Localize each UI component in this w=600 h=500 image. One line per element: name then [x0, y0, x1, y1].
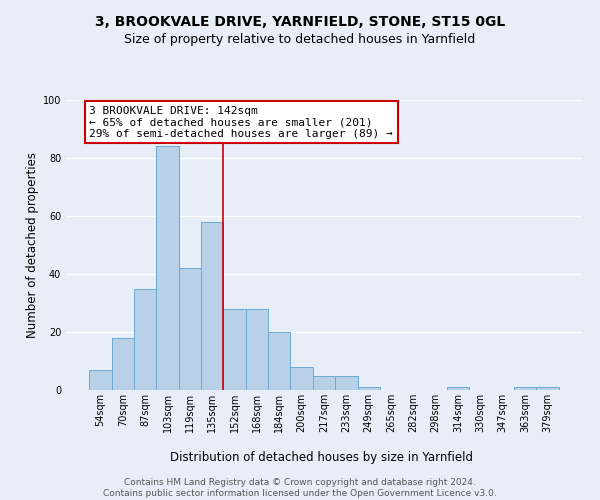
Bar [246, 309, 268, 390]
Y-axis label: Number of detached properties: Number of detached properties [26, 152, 38, 338]
Bar [268, 332, 290, 390]
Bar [134, 288, 157, 390]
Bar [157, 146, 179, 390]
Text: Size of property relative to detached houses in Yarnfield: Size of property relative to detached ho… [124, 32, 476, 46]
Bar [89, 370, 112, 390]
Bar [313, 376, 335, 390]
Bar [223, 309, 246, 390]
Text: 3 BROOKVALE DRIVE: 142sqm
← 65% of detached houses are smaller (201)
29% of semi: 3 BROOKVALE DRIVE: 142sqm ← 65% of detac… [89, 106, 393, 139]
Bar [447, 387, 469, 390]
Text: Distribution of detached houses by size in Yarnfield: Distribution of detached houses by size … [170, 451, 473, 464]
Bar [290, 367, 313, 390]
Bar [536, 387, 559, 390]
Bar [358, 387, 380, 390]
Bar [112, 338, 134, 390]
Bar [514, 387, 536, 390]
Bar [335, 376, 358, 390]
Bar [201, 222, 223, 390]
Bar [179, 268, 201, 390]
Text: Contains HM Land Registry data © Crown copyright and database right 2024.
Contai: Contains HM Land Registry data © Crown c… [103, 478, 497, 498]
Text: 3, BROOKVALE DRIVE, YARNFIELD, STONE, ST15 0GL: 3, BROOKVALE DRIVE, YARNFIELD, STONE, ST… [95, 15, 505, 29]
